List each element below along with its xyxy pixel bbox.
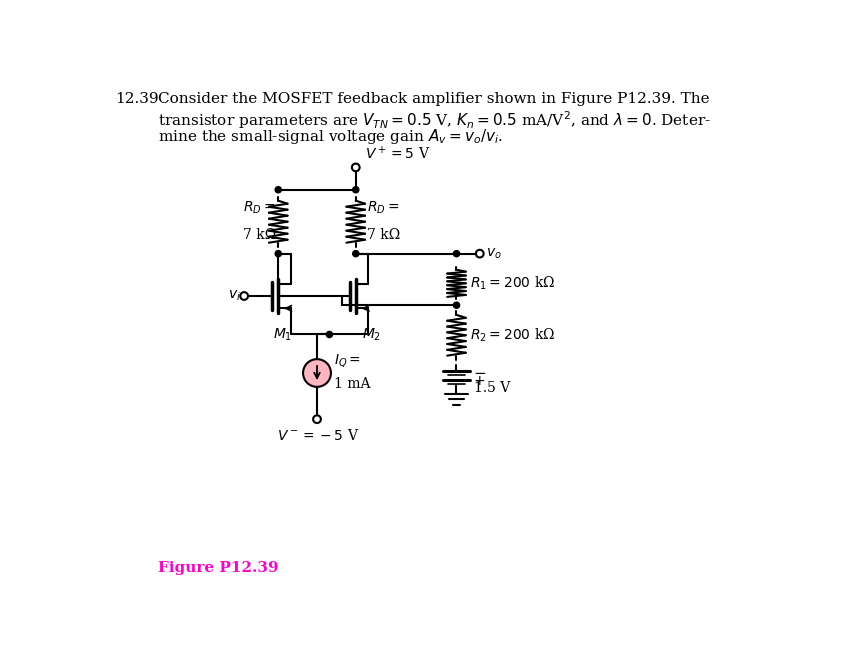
Text: 1.5 V: 1.5 V — [473, 381, 509, 395]
Text: $v_o$: $v_o$ — [486, 247, 501, 261]
Text: +: + — [473, 375, 485, 389]
Text: 7 kΩ: 7 kΩ — [366, 228, 400, 242]
Text: $v_i$: $v_i$ — [228, 289, 241, 304]
Circle shape — [313, 415, 320, 423]
Text: $M_2$: $M_2$ — [362, 327, 381, 343]
Text: Figure P12.39: Figure P12.39 — [158, 561, 278, 575]
Text: Consider the MOSFET feedback amplifier shown in Figure P12.39. The: Consider the MOSFET feedback amplifier s… — [158, 92, 709, 106]
Text: −: − — [473, 366, 486, 381]
Text: $I_Q =$: $I_Q =$ — [334, 352, 361, 369]
Text: $V^+ = 5$ V: $V^+ = 5$ V — [364, 145, 430, 162]
Text: $V^- = -5$ V: $V^- = -5$ V — [277, 428, 359, 444]
Circle shape — [240, 292, 248, 300]
Text: mine the small-signal voltage gain $A_v = v_o/v_i$.: mine the small-signal voltage gain $A_v … — [158, 127, 503, 146]
Circle shape — [453, 251, 459, 257]
Text: 7 kΩ: 7 kΩ — [243, 228, 276, 242]
Text: transistor parameters are $V_{TN} = 0.5$ V, $K_n = 0.5$ mA/V$^2$, and $\lambda =: transistor parameters are $V_{TN} = 0.5$… — [158, 110, 710, 131]
Text: $R_1 = 200$ kΩ: $R_1 = 200$ kΩ — [470, 275, 555, 292]
Circle shape — [352, 187, 358, 193]
Text: 12.39: 12.39 — [115, 92, 159, 106]
Text: $R_D =$: $R_D =$ — [366, 199, 399, 216]
Text: $R_D =$: $R_D =$ — [243, 199, 276, 216]
Circle shape — [351, 163, 359, 172]
Circle shape — [326, 332, 332, 338]
Circle shape — [352, 251, 358, 257]
Text: 1 mA: 1 mA — [334, 377, 370, 391]
Circle shape — [475, 250, 483, 257]
Circle shape — [275, 251, 281, 257]
Circle shape — [303, 359, 331, 387]
Text: $R_2 = 200$ kΩ: $R_2 = 200$ kΩ — [470, 326, 555, 344]
Circle shape — [453, 302, 459, 308]
Circle shape — [275, 187, 281, 193]
Text: $M_1$: $M_1$ — [272, 327, 291, 343]
